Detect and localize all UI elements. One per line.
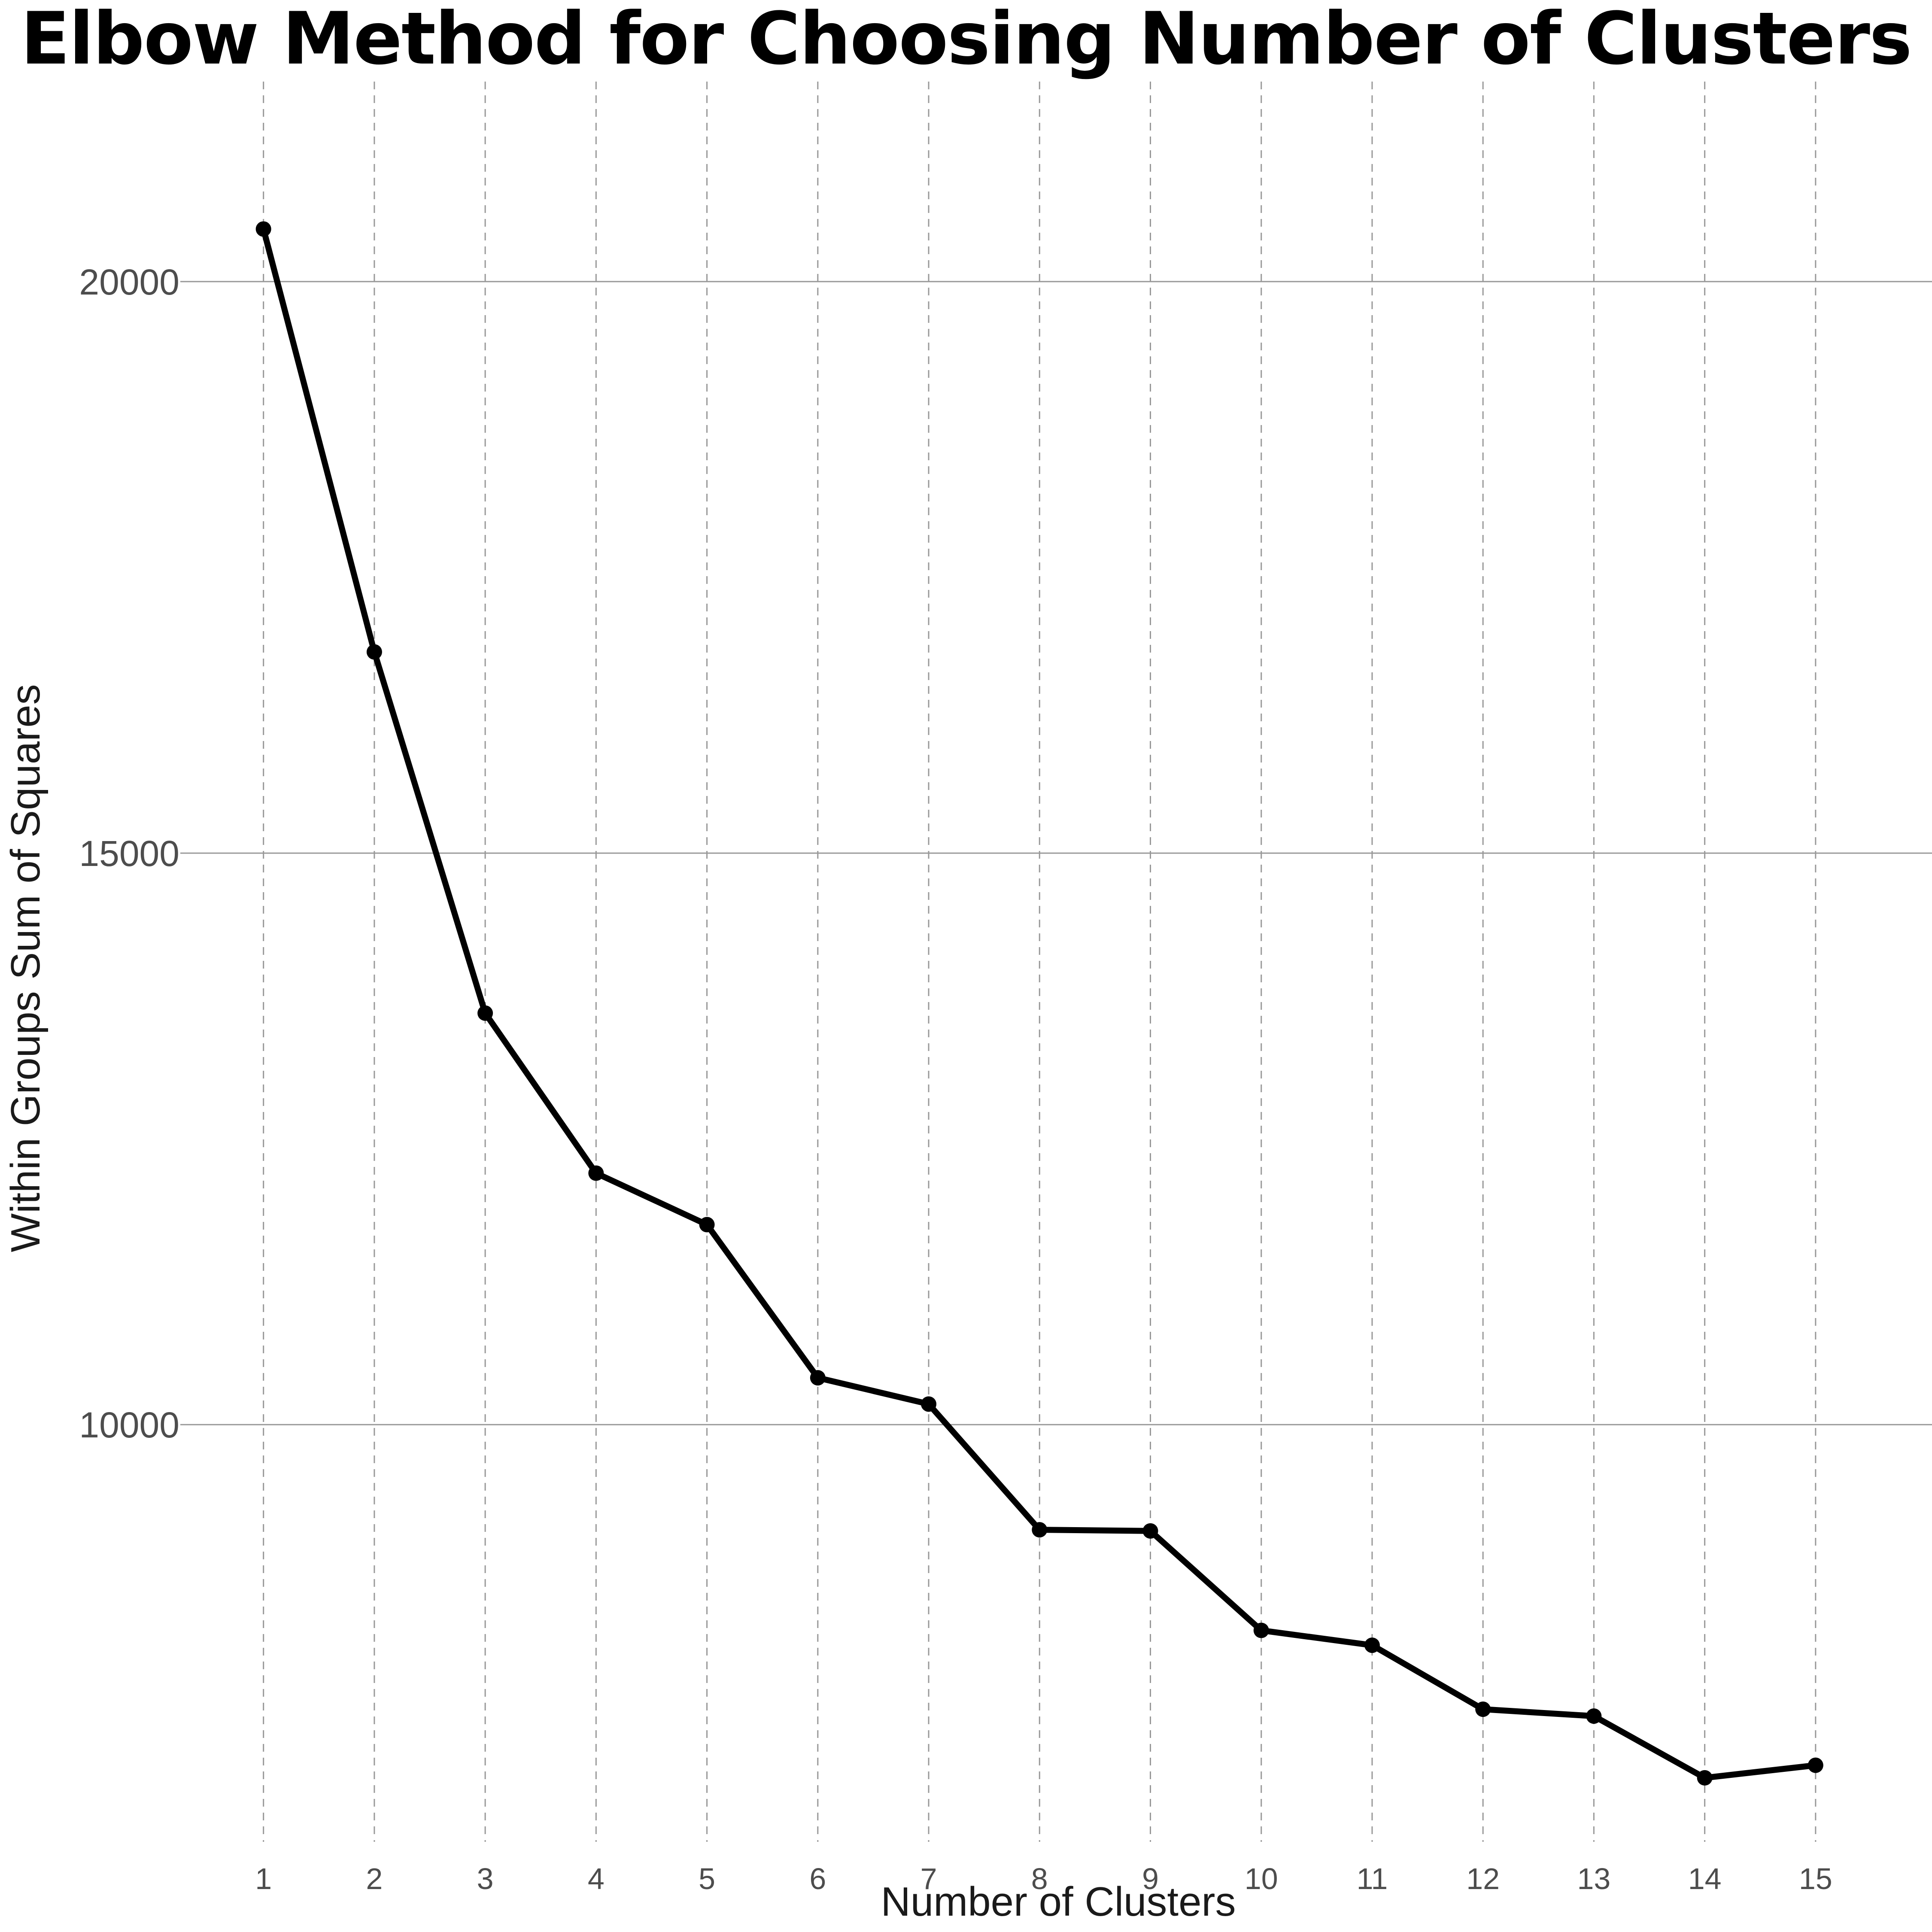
data-point xyxy=(1586,1708,1602,1724)
x-tick-label: 10 xyxy=(1245,1862,1278,1896)
data-point xyxy=(699,1217,715,1233)
data-point xyxy=(1032,1522,1048,1538)
x-tick-label: 4 xyxy=(588,1862,605,1896)
data-point xyxy=(1364,1637,1380,1653)
x-tick-label: 5 xyxy=(699,1862,715,1896)
y-axis-title: Within Groups Sum of Squares xyxy=(3,684,49,1252)
x-tick-label: 8 xyxy=(1031,1862,1048,1896)
x-axis-ticks: 1 2 3 4 5 6 7 8 9 10 11 12 13 14 15 xyxy=(255,1862,1832,1896)
series-layer xyxy=(255,221,1823,1786)
data-point xyxy=(1253,1622,1269,1638)
data-point xyxy=(810,1370,826,1386)
data-point xyxy=(1697,1770,1713,1786)
chart-title: Elbow Method for Choosing Number of Clus… xyxy=(21,0,1912,81)
data-point xyxy=(588,1165,604,1181)
data-point xyxy=(255,221,271,237)
x-tick-label: 1 xyxy=(255,1862,272,1896)
x-tick-label: 12 xyxy=(1466,1862,1500,1896)
data-point xyxy=(366,644,382,660)
x-tick-label: 3 xyxy=(477,1862,494,1896)
x-axis-title: Number of Clusters xyxy=(881,1879,1236,1925)
y-tick-label: 20000 xyxy=(79,262,179,302)
data-point xyxy=(1807,1757,1823,1773)
x-tick-label: 7 xyxy=(920,1862,937,1896)
grid-lines xyxy=(180,82,1932,1842)
data-point xyxy=(1142,1523,1158,1539)
x-tick-label: 2 xyxy=(366,1862,383,1896)
x-tick-label: 14 xyxy=(1688,1862,1722,1896)
y-axis-ticks: 10000 15000 20000 xyxy=(79,262,179,1445)
data-point xyxy=(921,1396,937,1412)
x-tick-label: 11 xyxy=(1357,1862,1388,1896)
y-tick-label: 10000 xyxy=(79,1405,179,1445)
x-tick-label: 9 xyxy=(1142,1862,1159,1896)
data-point xyxy=(477,1005,493,1021)
x-tick-label: 15 xyxy=(1799,1862,1832,1896)
x-tick-label: 6 xyxy=(809,1862,826,1896)
x-tick-label: 13 xyxy=(1577,1862,1610,1896)
y-tick-label: 15000 xyxy=(79,833,179,874)
data-point xyxy=(1475,1701,1491,1717)
